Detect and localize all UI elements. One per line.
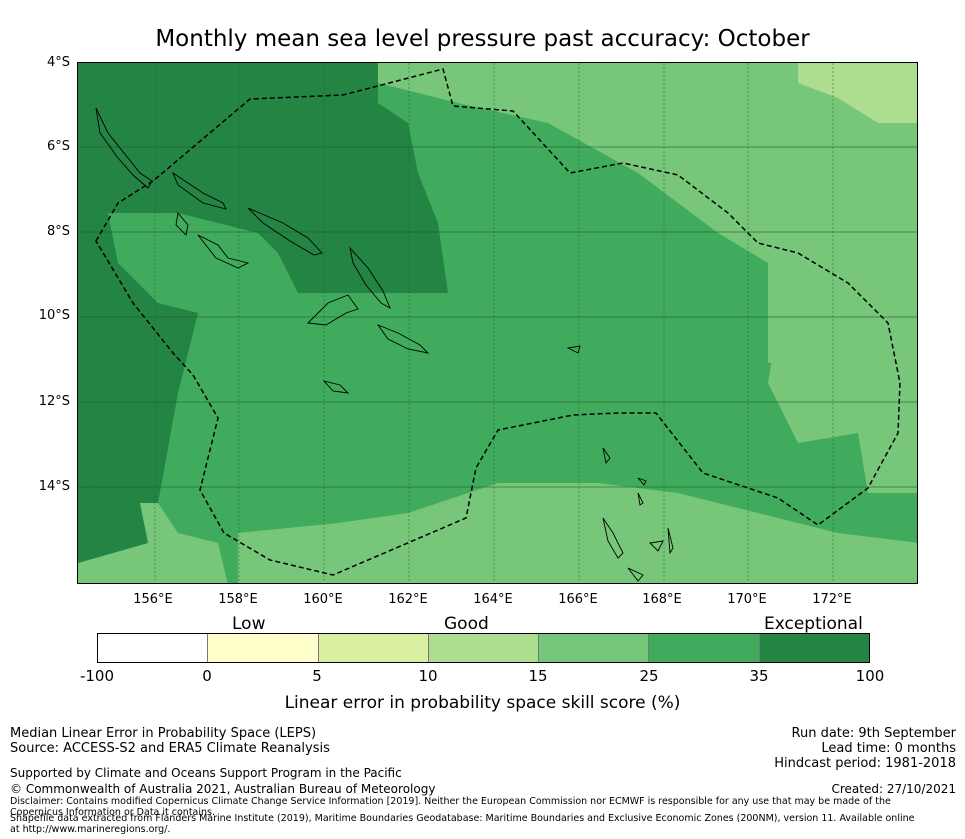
lon-label: 160°E — [303, 592, 343, 607]
ambae-island — [637, 477, 647, 486]
map-canvas — [78, 63, 917, 583]
source-text: Source: ACCESS-S2 and ERA5 Climate Reana… — [10, 741, 330, 756]
colorbar-swatch — [539, 634, 650, 662]
colorbar-tick: 5 — [312, 667, 322, 685]
new-georgia-island — [175, 211, 189, 236]
malaita-island — [349, 246, 391, 310]
colorbar-tick: 100 — [855, 667, 885, 685]
colorbar-tick: 10 — [418, 667, 438, 685]
colorbar-swatch — [649, 634, 760, 662]
run-date: Run date: 9th September — [791, 726, 956, 741]
lat-label: 8°S — [46, 224, 70, 239]
colorbar-swatch — [208, 634, 319, 662]
rennell-island — [322, 380, 350, 394]
lat-label: 6°S — [46, 139, 70, 154]
colorbar-swatch — [759, 634, 869, 662]
lon-label: 162°E — [388, 592, 428, 607]
copyright-text: © Commonwealth of Australia 2021, Austra… — [10, 782, 436, 796]
shapefile-text: Shapefile data extracted from Flanders M… — [10, 813, 915, 835]
lon-label: 168°E — [642, 592, 682, 607]
banks-islands — [602, 447, 611, 465]
bougainville-island — [95, 107, 153, 189]
graticule — [154, 63, 834, 583]
malekula-island — [649, 540, 664, 552]
region-good-mid-east — [768, 293, 917, 493]
lon-label: 164°E — [473, 592, 513, 607]
lat-label: 12°S — [38, 394, 70, 409]
skill-map — [77, 62, 918, 584]
colorbar-label: Linear error in probability space skill … — [284, 693, 681, 713]
colorbar-tick: 15 — [528, 667, 548, 685]
eez-boundary — [95, 68, 901, 576]
lon-label: 158°E — [218, 592, 258, 607]
coastlines — [95, 107, 674, 582]
santa-isabel-island — [247, 207, 323, 256]
category-low: Low — [232, 614, 266, 634]
colorbar-swatch — [318, 634, 429, 662]
region-good-mid-north — [378, 63, 917, 363]
lon-label: 170°E — [727, 592, 767, 607]
pentecost-island — [667, 527, 674, 555]
region-exceptional-south — [78, 483, 148, 563]
guadalcanal-island — [307, 294, 359, 326]
colorbar-tick: 0 — [202, 667, 212, 685]
lon-label: 172°E — [812, 592, 852, 607]
region-good-high-inset — [108, 213, 298, 313]
hindcast-period: Hindcast period: 1981-2018 — [774, 756, 956, 771]
colorbar-tick: 35 — [749, 667, 769, 685]
region-good-low-ne — [798, 63, 917, 123]
maewo-island — [637, 492, 644, 506]
disclaimer-text: Disclaimer: Contains modified Copernicus… — [10, 796, 891, 818]
colorbar-swatch — [98, 634, 209, 662]
choiseul-island — [172, 171, 227, 210]
created-date: Created: 27/10/2021 — [831, 782, 956, 796]
lead-time: Lead time: 0 months — [821, 741, 956, 756]
lat-label: 10°S — [38, 308, 70, 323]
method-text: Median Linear Error in Probability Space… — [10, 726, 317, 741]
region-good-mid-south — [238, 483, 917, 583]
lat-label: 14°S — [38, 479, 70, 494]
lat-label: 4°S — [46, 55, 70, 70]
florida-islands — [197, 234, 250, 269]
lon-label: 156°E — [133, 592, 173, 607]
colorbar-tick: -100 — [79, 667, 115, 685]
category-good: Good — [444, 614, 489, 634]
colorbar-tick: 25 — [639, 667, 659, 685]
espiritu-santo-island — [602, 517, 624, 559]
lon-label: 166°E — [558, 592, 598, 607]
chart-title: Monthly mean sea level pressure past acc… — [155, 26, 810, 52]
support-text: Supported by Climate and Oceans Support … — [10, 766, 402, 780]
makira-island — [376, 324, 430, 354]
colorbar — [97, 633, 870, 663]
santa-cruz-island — [566, 345, 581, 354]
colorbar-swatch — [428, 634, 540, 662]
efate-island — [627, 567, 644, 582]
category-exceptional: Exceptional — [764, 614, 863, 634]
